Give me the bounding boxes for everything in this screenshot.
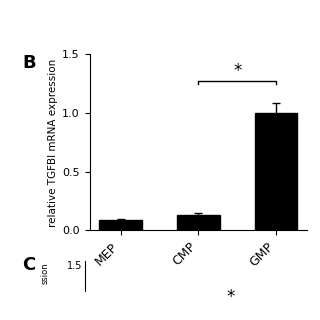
Bar	[255, 113, 297, 230]
Text: 1.5: 1.5	[67, 261, 83, 271]
Bar	[177, 215, 220, 230]
Text: B: B	[22, 54, 36, 72]
Y-axis label: relative TGFBI mRNA expression: relative TGFBI mRNA expression	[48, 58, 58, 227]
Text: ssion: ssion	[40, 262, 49, 284]
Text: *: *	[233, 62, 241, 80]
Text: C: C	[22, 256, 36, 274]
Text: *: *	[226, 288, 235, 306]
Bar	[100, 220, 142, 230]
